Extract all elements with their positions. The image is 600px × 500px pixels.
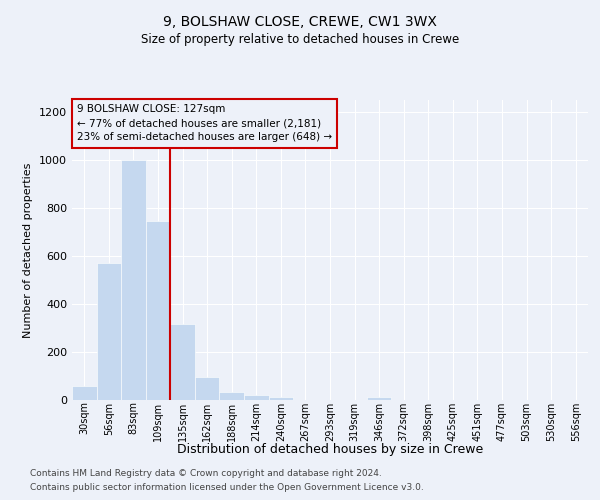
Bar — [170, 324, 195, 400]
Text: Size of property relative to detached houses in Crewe: Size of property relative to detached ho… — [141, 32, 459, 46]
Bar — [97, 263, 121, 400]
Text: 9 BOLSHAW CLOSE: 127sqm
← 77% of detached houses are smaller (2,181)
23% of semi: 9 BOLSHAW CLOSE: 127sqm ← 77% of detache… — [77, 104, 332, 142]
Bar — [367, 397, 391, 400]
Y-axis label: Number of detached properties: Number of detached properties — [23, 162, 34, 338]
Bar — [220, 392, 244, 400]
Text: Contains public sector information licensed under the Open Government Licence v3: Contains public sector information licen… — [30, 484, 424, 492]
Bar — [72, 386, 97, 400]
Bar — [121, 160, 146, 400]
Text: Contains HM Land Registry data © Crown copyright and database right 2024.: Contains HM Land Registry data © Crown c… — [30, 468, 382, 477]
Text: 9, BOLSHAW CLOSE, CREWE, CW1 3WX: 9, BOLSHAW CLOSE, CREWE, CW1 3WX — [163, 15, 437, 29]
Text: Distribution of detached houses by size in Crewe: Distribution of detached houses by size … — [177, 442, 483, 456]
Bar — [269, 397, 293, 400]
Bar — [146, 221, 170, 400]
Bar — [244, 394, 269, 400]
Bar — [195, 377, 220, 400]
